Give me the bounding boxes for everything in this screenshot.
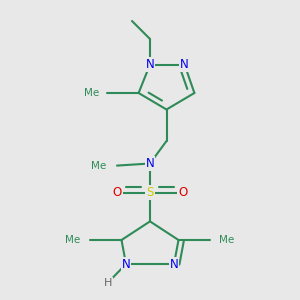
Text: N: N bbox=[180, 58, 189, 71]
Text: O: O bbox=[178, 186, 188, 199]
Text: Me: Me bbox=[84, 88, 99, 98]
Text: N: N bbox=[146, 58, 154, 71]
Text: H: H bbox=[104, 278, 112, 288]
Text: Me: Me bbox=[65, 235, 80, 245]
Text: O: O bbox=[112, 186, 122, 199]
Text: N: N bbox=[169, 257, 178, 271]
Text: Me: Me bbox=[91, 160, 106, 171]
Text: S: S bbox=[146, 186, 154, 199]
Text: N: N bbox=[146, 157, 154, 170]
Text: Me: Me bbox=[219, 235, 234, 245]
Text: N: N bbox=[122, 257, 130, 271]
